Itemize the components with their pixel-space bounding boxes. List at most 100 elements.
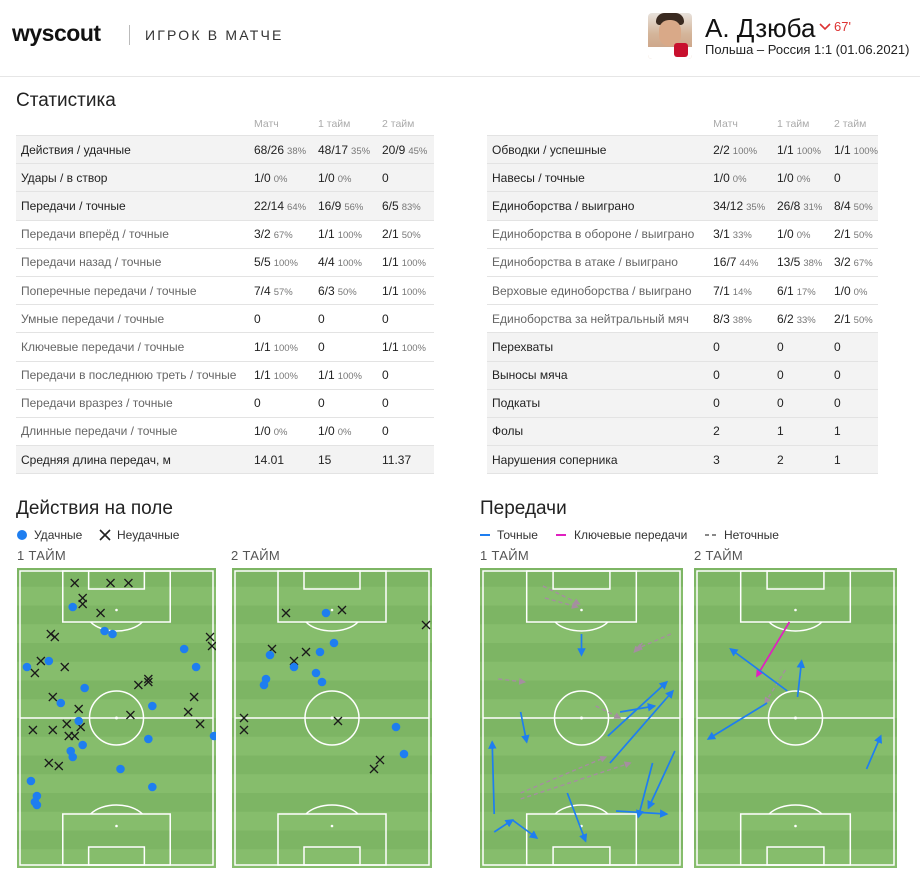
- legend-accurate: Точные: [497, 528, 538, 542]
- failed-action-mark: [125, 710, 135, 720]
- inaccurate-line-icon: [705, 534, 719, 536]
- stat-half2: 6/5 83%: [382, 191, 434, 221]
- substitution-minute: 67': [834, 19, 851, 34]
- successful-action-mark: [32, 800, 42, 810]
- stat-half2: 1/1 100%: [382, 332, 434, 361]
- stat-label: Передачи вперёд / точные: [16, 219, 254, 249]
- passes-period2-label: 2 ТАЙМ: [694, 548, 743, 563]
- accurate-pass-arrow: [796, 659, 806, 698]
- stat-half2: 8/4 50%: [833, 191, 878, 221]
- stat-value: 0: [318, 311, 325, 326]
- stat-match: 0: [713, 332, 777, 361]
- stat-percent: 67%: [273, 230, 293, 242]
- stat-percent: 100%: [401, 258, 426, 270]
- stat-percent: 100%: [337, 258, 362, 270]
- stat-half2: 1/1 100%: [382, 275, 434, 305]
- stat-percent: 100%: [273, 342, 298, 354]
- stat-half1: 13/5 38%: [777, 247, 834, 277]
- stat-half1: 15: [318, 445, 382, 475]
- stat-label: Единоборства в атаке / выиграно: [487, 247, 714, 277]
- stat-value: 1/1: [382, 283, 399, 298]
- successful-action-mark: [26, 776, 36, 786]
- stat-value: 1/0: [318, 170, 335, 185]
- stat-half1: 0: [318, 388, 382, 418]
- failed-action-mark: [74, 704, 84, 714]
- successful-action-mark: [311, 668, 321, 678]
- stat-percent: 0%: [273, 173, 288, 185]
- col-header-match: Матч: [713, 118, 738, 130]
- col-header-match: Матч: [254, 118, 279, 130]
- stat-percent: 56%: [344, 201, 364, 213]
- successful-action-mark: [44, 656, 54, 666]
- success-dot-icon: [17, 530, 27, 540]
- legend-inaccurate: Неточные: [724, 528, 779, 542]
- stat-half2: 1/1 100%: [382, 247, 434, 277]
- col-header-half1: 1 тайм: [318, 118, 351, 130]
- accurate-pass-arrow: [566, 792, 588, 843]
- stat-percent: 50%: [853, 314, 873, 326]
- stat-value: 0: [833, 170, 841, 185]
- inaccurate-pass-arrow: [520, 761, 632, 800]
- stat-half1: 0: [777, 388, 834, 418]
- stat-half1: 0: [777, 332, 834, 361]
- substitution-out-icon: [819, 23, 831, 31]
- key-pass-arrow: [756, 621, 791, 678]
- failed-action-mark: [205, 632, 215, 642]
- stat-value: 3: [713, 452, 720, 467]
- failed-action-mark: [48, 692, 58, 702]
- inaccurate-pass-arrow: [498, 677, 527, 685]
- stats-row: Перехваты 0 0 0: [487, 332, 878, 361]
- stats-row: Единоборства в атаке / выиграно 16/7 44% 13…: [487, 247, 878, 277]
- failed-action-mark: [143, 677, 153, 687]
- stats-row: Единоборства / выиграно 34/12 35% 26/8 31% 8/…: [487, 191, 878, 221]
- stat-label: Выносы мяча: [487, 360, 714, 390]
- successful-action-mark: [209, 731, 216, 741]
- stat-half1: 1/0 0%: [318, 163, 382, 192]
- successful-action-mark: [259, 680, 269, 690]
- stats-row: Обводки / успешные 2/2 100% 1/1 100% 1/1 100%: [487, 134, 878, 164]
- stat-half1: 16/9 56%: [318, 191, 382, 221]
- stat-value: 6/5: [382, 198, 399, 213]
- stat-match: 0: [713, 388, 777, 418]
- stat-value: 1/0: [254, 424, 271, 439]
- stats-row: Навесы / точные 1/0 0% 1/0 0% 0: [487, 163, 878, 192]
- stat-match: 0: [713, 360, 777, 390]
- pitch-markings: [17, 568, 216, 868]
- stat-label: Нарушения соперника: [487, 445, 714, 475]
- stat-percent: 45%: [408, 145, 428, 157]
- stats-row: Единоборства за нейтральный мяч 8/3 38% 6/2…: [487, 304, 878, 333]
- stats-row: Средняя длина передач, м 14.01 15 11.37: [16, 445, 434, 475]
- stat-value: 1/0: [833, 283, 851, 298]
- actions-period2-label: 2 ТАЙМ: [231, 548, 280, 563]
- stats-row: Передачи вразрез / точные 0 0 0: [16, 388, 434, 418]
- stat-half1: 6/2 33%: [777, 304, 834, 333]
- stat-percent: 100%: [337, 371, 362, 383]
- stat-half1: 26/8 31%: [777, 191, 834, 221]
- successful-action-mark: [74, 716, 83, 726]
- wyscout-logo[interactable]: wyscout: [12, 20, 101, 46]
- stat-value: 0: [382, 424, 389, 439]
- stat-value: 8/3: [713, 311, 730, 326]
- stat-value: 0: [254, 396, 261, 411]
- stat-half2: 0: [833, 332, 878, 361]
- failed-action-mark: [281, 608, 291, 618]
- stat-value: 14.01: [254, 452, 285, 467]
- page-header: wyscout ИГРОК В МАТЧЕ А. Дзюба 67' Польш…: [0, 0, 920, 77]
- stat-half2: 2/1 50%: [382, 219, 434, 249]
- inaccurate-pass-arrow: [633, 642, 643, 654]
- stat-half2: 2/1 50%: [833, 219, 878, 249]
- stat-label: Поперечные передачи / точные: [16, 275, 254, 305]
- successful-action-mark: [391, 722, 401, 732]
- stat-value: 1/1: [318, 368, 335, 383]
- failed-action-mark: [301, 647, 311, 657]
- stat-label: Передачи / точные: [16, 191, 254, 221]
- successful-action-mark: [78, 740, 87, 750]
- accurate-pass-arrow: [729, 647, 788, 692]
- stat-half1: 1/1 100%: [318, 219, 382, 249]
- stat-value: 1: [833, 452, 841, 467]
- stat-value: 7/1: [713, 283, 730, 298]
- stat-percent: 14%: [732, 286, 752, 298]
- stat-value: 0: [713, 368, 720, 383]
- stat-half1: 6/1 17%: [777, 275, 834, 305]
- page-subtitle: ИГРОК В МАТЧЕ: [145, 27, 284, 43]
